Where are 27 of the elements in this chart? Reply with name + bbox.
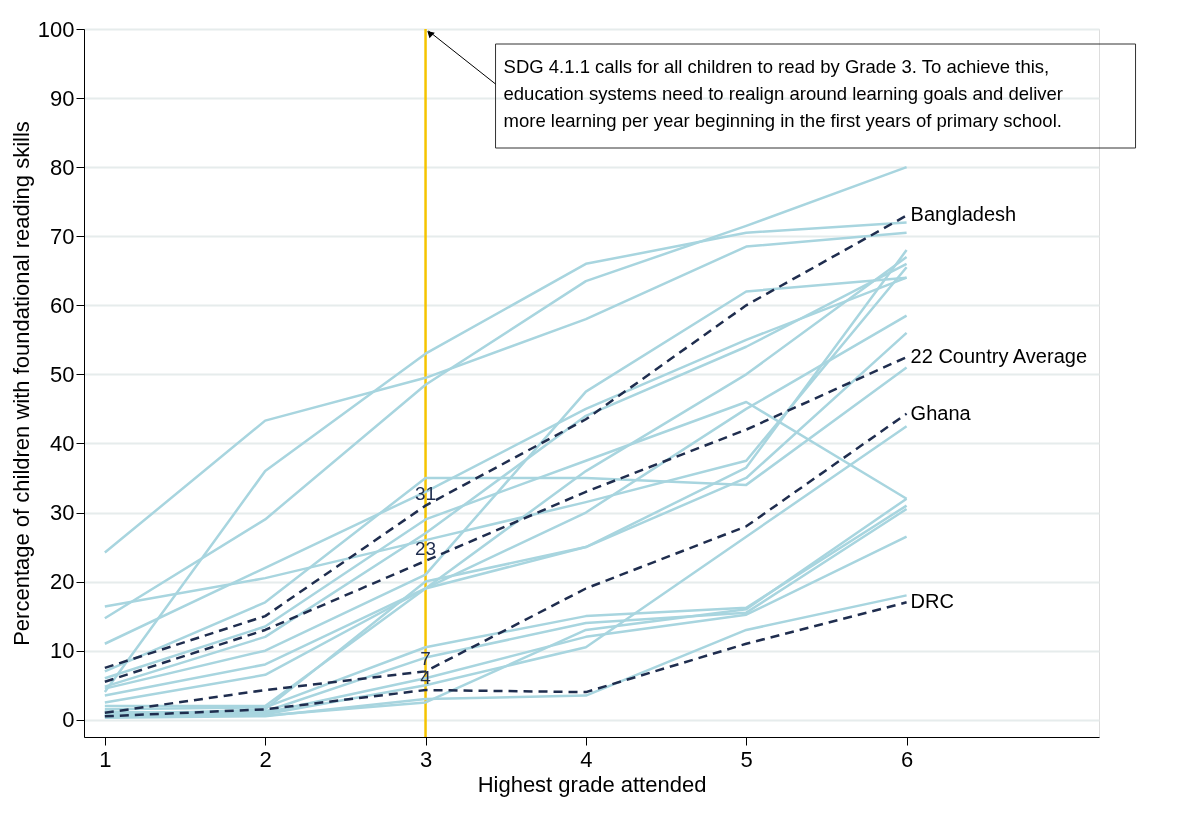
y-tick-label: 10 bbox=[50, 638, 75, 664]
y-tick-label: 80 bbox=[50, 154, 75, 180]
y-axis-title: Percentage of children with foundational reading skills bbox=[8, 121, 34, 646]
data-label: 7 bbox=[420, 648, 431, 670]
series-label: 22 Country Average bbox=[910, 345, 1087, 368]
y-tick-label: 60 bbox=[50, 292, 75, 318]
y-tick-label: 70 bbox=[50, 223, 75, 249]
y-tick-label: 50 bbox=[50, 361, 75, 387]
y-tick-label: 90 bbox=[50, 85, 75, 111]
y-tick-label: 100 bbox=[37, 16, 75, 42]
x-tick-label: 5 bbox=[740, 746, 753, 772]
annotation: SDG 4.1.1 calls for all children to read by Grade 3. To achieve this, education systems need to realign around learning goals and deliver more learning per year beginning in the first years of primary school. bbox=[503, 56, 1064, 131]
x-axis-title: Highest grade attended bbox=[477, 771, 707, 797]
data-label: 4 bbox=[420, 667, 432, 689]
x-tick-label: 4 bbox=[580, 746, 593, 772]
x-tick-label: 3 bbox=[419, 746, 433, 772]
y-tick-label: 30 bbox=[50, 500, 75, 526]
x-tick-label: 2 bbox=[259, 746, 272, 772]
y-tick-label: 20 bbox=[50, 569, 75, 595]
series-label: DRC bbox=[910, 590, 954, 613]
x-tick-label: 6 bbox=[900, 746, 914, 772]
series-label: Bangladesh bbox=[910, 203, 1017, 226]
y-tick-label: 0 bbox=[62, 707, 75, 733]
data-label: 31 bbox=[414, 482, 437, 504]
y-tick-label: 40 bbox=[50, 430, 75, 456]
x-tick-label: 1 bbox=[99, 746, 112, 772]
series-label: Ghana bbox=[910, 401, 972, 424]
